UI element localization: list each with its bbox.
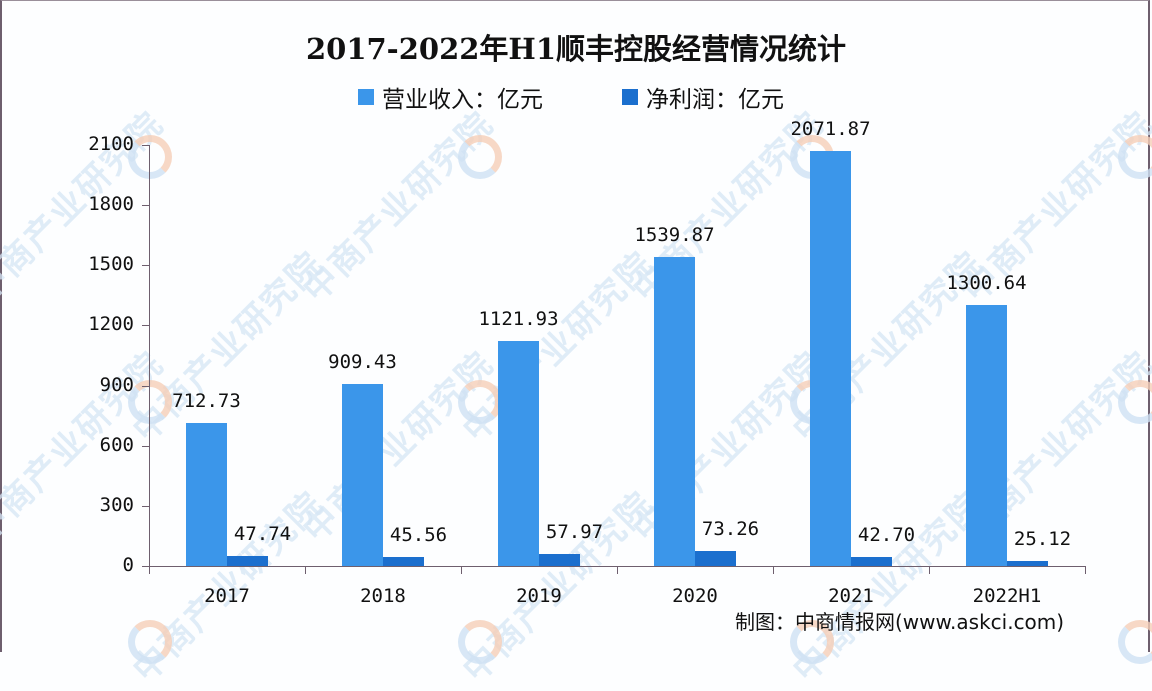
bar-revenue <box>966 305 1007 566</box>
chart-frame <box>0 0 1150 652</box>
x-tick <box>461 566 462 574</box>
legend-label-profit: 净利润：亿元 <box>646 87 784 113</box>
x-tick-label: 2018 <box>360 585 406 607</box>
y-tick <box>142 325 150 327</box>
y-tick <box>142 265 150 267</box>
value-label-revenue: 712.73 <box>172 390 241 413</box>
chart-title: 2017-2022年H1顺丰控股经营情况统计 <box>305 32 847 66</box>
y-tick <box>142 566 150 567</box>
legend-swatch-profit-icon <box>622 89 638 105</box>
bar-revenue <box>186 423 227 566</box>
source-credit: 制图：中商情报网(www.askci.com) <box>735 610 1065 634</box>
value-label-profit: 73.26 <box>701 518 760 541</box>
x-tick <box>773 566 774 574</box>
legend-item-revenue: 营业收入：亿元 <box>358 80 543 114</box>
x-tick-label: 2019 <box>516 585 562 607</box>
value-label-profit: 45.56 <box>389 523 448 546</box>
value-label-revenue: 1121.93 <box>478 308 559 331</box>
y-tick-label: 1200 <box>88 313 134 336</box>
value-label-profit: 47.74 <box>233 523 292 546</box>
y-tick-label: 1500 <box>88 253 134 276</box>
y-tick <box>142 385 150 387</box>
y-tick <box>142 145 150 146</box>
bar-profit <box>227 556 268 566</box>
bar-revenue <box>342 383 383 566</box>
y-axis <box>149 145 150 566</box>
y-tick-label: 900 <box>99 373 134 396</box>
y-tick-label: 2100 <box>88 133 134 155</box>
legend-item-profit: 净利润：亿元 <box>622 80 784 114</box>
bar-profit <box>383 556 424 566</box>
bar-profit <box>539 554 580 566</box>
x-tick <box>305 566 306 574</box>
value-label-profit: 25.12 <box>1013 527 1072 550</box>
y-tick-label: 300 <box>99 493 134 516</box>
x-tick <box>1085 566 1086 574</box>
x-tick-label: 2017 <box>204 585 250 607</box>
x-tick <box>149 566 150 574</box>
x-tick <box>617 566 618 574</box>
x-tick <box>929 566 930 574</box>
value-label-profit: 42.70 <box>857 524 916 547</box>
bar-revenue <box>654 257 695 566</box>
legend-label-revenue: 营业收入：亿元 <box>382 87 543 113</box>
bar-revenue <box>498 341 539 566</box>
value-label-revenue: 1300.64 <box>946 272 1027 295</box>
value-label-profit: 57.97 <box>545 521 604 544</box>
x-tick-label: 2021 <box>828 585 874 607</box>
value-label-revenue: 1539.87 <box>634 224 715 247</box>
chart-legend: 营业收入：亿元 净利润：亿元 <box>0 80 1152 113</box>
y-tick-label: 1800 <box>88 193 134 216</box>
bar-profit <box>695 551 736 566</box>
y-tick-label: 0 <box>122 554 134 576</box>
value-label-revenue: 2071.87 <box>790 117 871 140</box>
x-tick-label: 2022H1 <box>972 585 1042 607</box>
x-tick-label: 2020 <box>672 585 718 607</box>
value-label-revenue: 909.43 <box>328 350 397 373</box>
legend-swatch-revenue-icon <box>358 89 374 105</box>
bar-profit <box>851 557 892 566</box>
y-tick <box>142 445 150 447</box>
bar-revenue <box>810 150 851 566</box>
bar-profit <box>1007 560 1048 566</box>
y-tick-label: 600 <box>99 433 134 456</box>
y-tick <box>142 205 150 207</box>
y-tick <box>142 505 150 507</box>
